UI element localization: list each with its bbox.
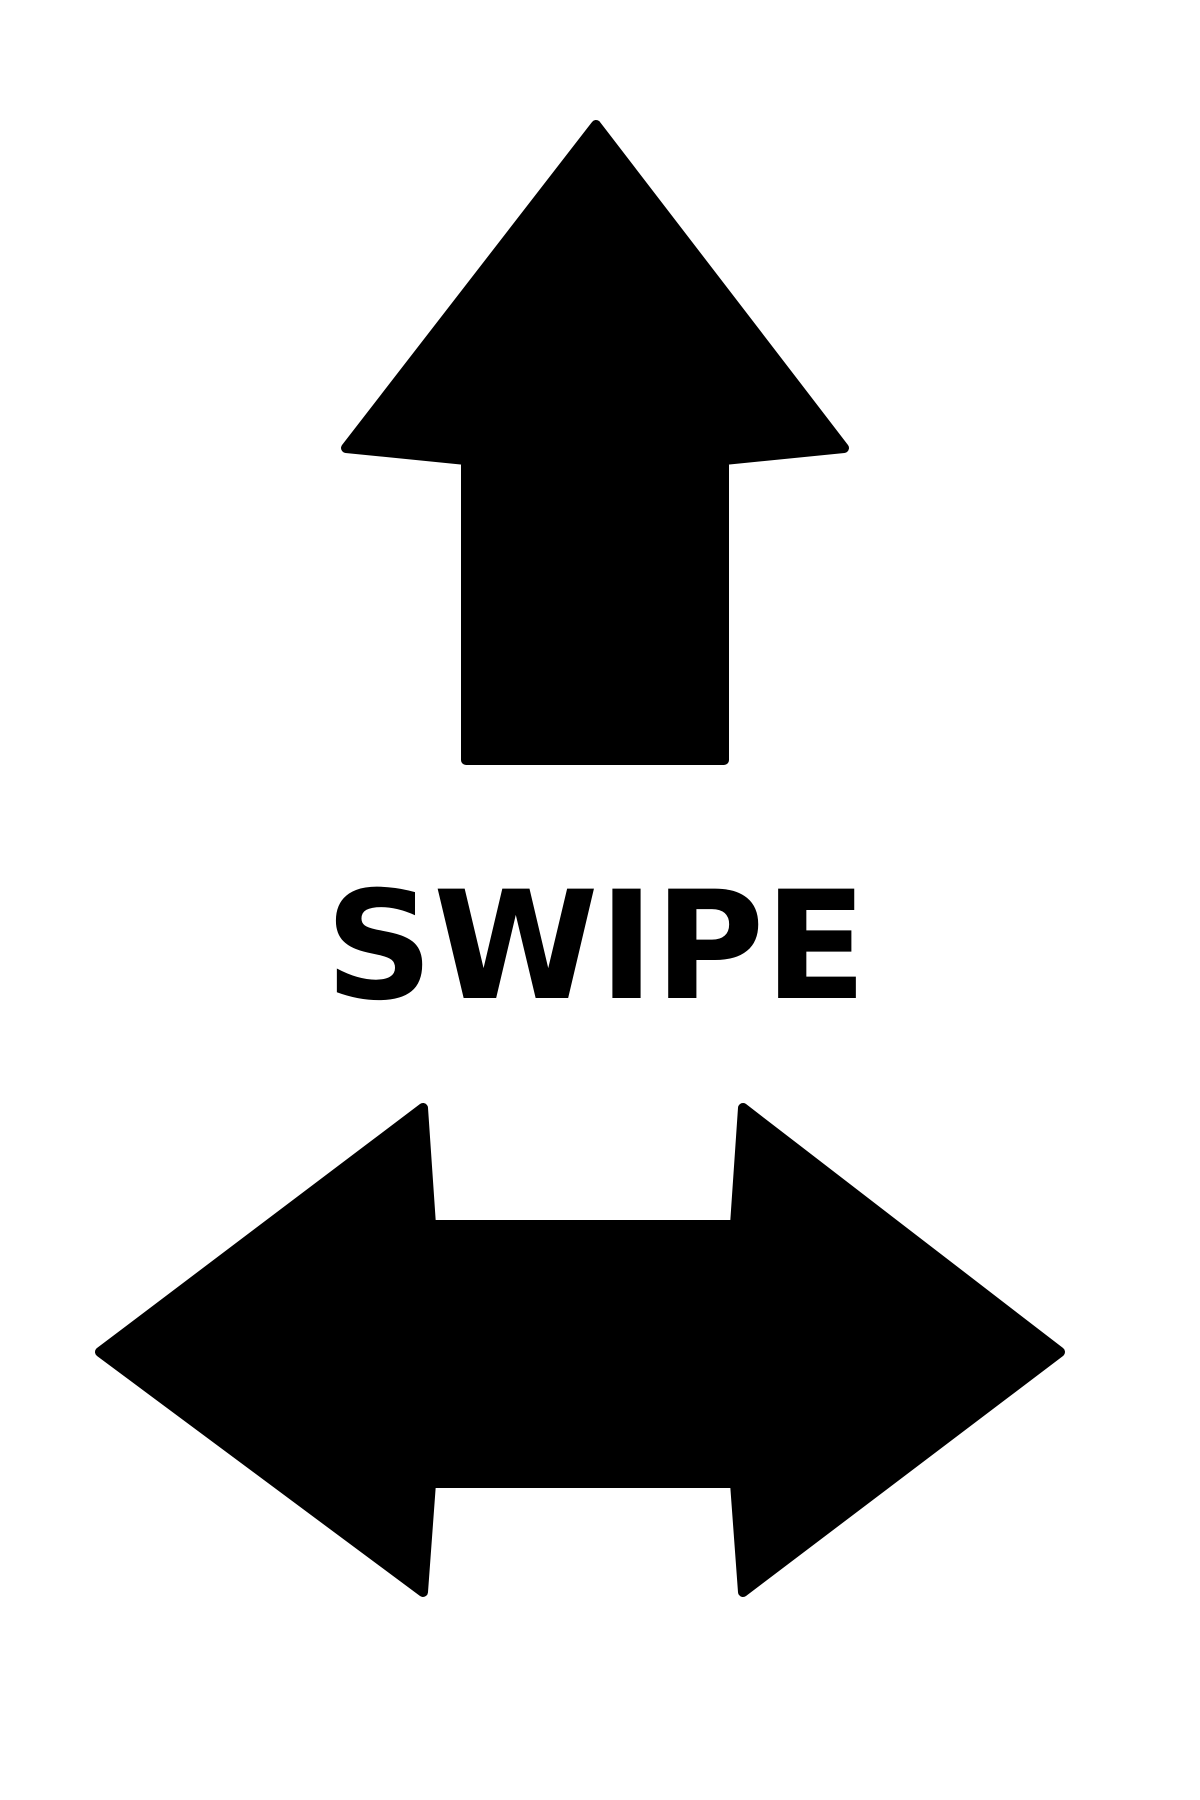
swipe-label: SWIPE bbox=[325, 860, 867, 1034]
up-arrow-icon bbox=[341, 120, 849, 765]
left-right-arrow-icon bbox=[95, 1103, 1065, 1597]
